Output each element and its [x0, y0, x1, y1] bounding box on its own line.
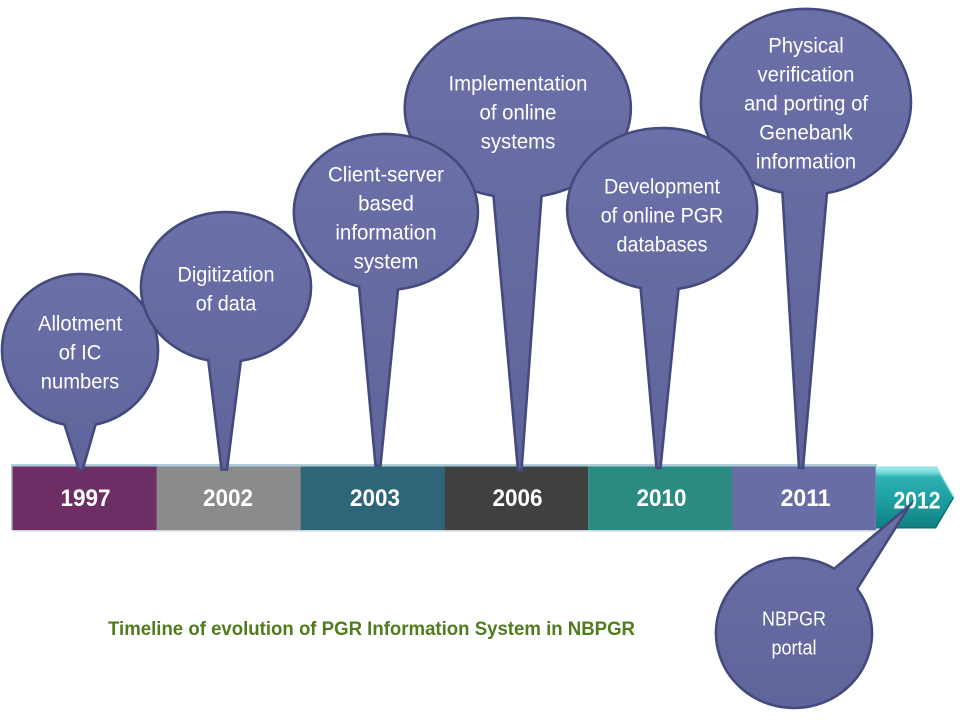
svg-text:Implementation: Implementation — [449, 72, 588, 96]
svg-text:portal: portal — [772, 638, 817, 660]
svg-text:of online: of online — [480, 101, 557, 125]
svg-text:2006: 2006 — [493, 485, 543, 512]
svg-text:and porting of: and porting of — [744, 92, 868, 116]
svg-text:Allotment: Allotment — [38, 312, 122, 336]
svg-text:databases: databases — [617, 233, 708, 257]
svg-text:of IC: of IC — [59, 341, 102, 365]
svg-text:2002: 2002 — [203, 485, 253, 512]
svg-text:verification: verification — [758, 63, 855, 87]
svg-text:Genebank: Genebank — [759, 121, 853, 145]
svg-text:of data: of data — [196, 292, 257, 316]
svg-text:systems: systems — [481, 130, 556, 154]
svg-text:2003: 2003 — [350, 485, 400, 512]
svg-text:information: information — [335, 221, 436, 245]
svg-text:2010: 2010 — [637, 485, 687, 512]
svg-text:Physical: Physical — [768, 34, 844, 58]
svg-text:Client-server: Client-server — [328, 163, 444, 187]
svg-text:system: system — [354, 250, 419, 274]
svg-text:2011: 2011 — [781, 485, 831, 512]
svg-text:Digitization: Digitization — [178, 263, 275, 287]
svg-text:NBPGR: NBPGR — [762, 609, 826, 631]
svg-text:1997: 1997 — [61, 485, 111, 512]
svg-text:of online PGR: of online PGR — [601, 204, 724, 228]
svg-text:numbers: numbers — [41, 370, 119, 394]
svg-text:information: information — [756, 150, 856, 174]
svg-text:Timeline of evolution of PGR I: Timeline of evolution of PGR Information… — [108, 618, 635, 640]
svg-text:Development: Development — [604, 175, 720, 199]
svg-text:based: based — [358, 192, 414, 216]
svg-text:2012: 2012 — [894, 488, 941, 515]
